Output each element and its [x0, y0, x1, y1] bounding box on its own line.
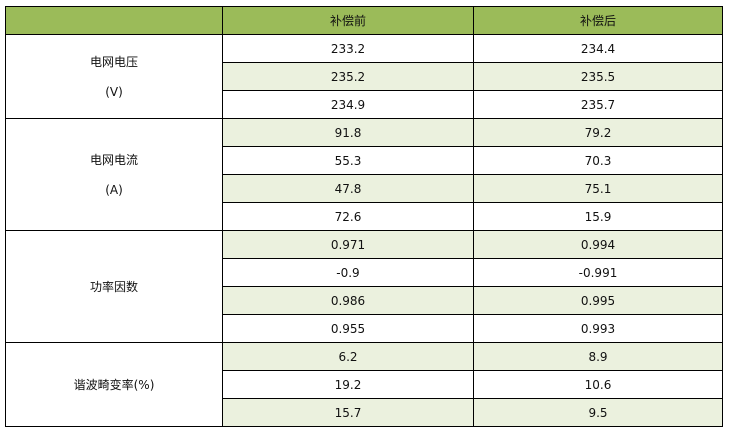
comparison-table: 补偿前 补偿后 电网电压 (V) 233.2 234.4 235.2 235.5 234.9… [5, 6, 723, 427]
group-unit: (V) [105, 84, 123, 99]
value-before: 55.3 [222, 146, 474, 175]
table-row: 功率因数 0.971 0.994 [5, 230, 723, 343]
table-row: 15.7 9.5 [6, 398, 723, 427]
value-after: 0.993 [473, 314, 723, 343]
table-row: 55.3 70.3 [6, 146, 723, 175]
table-row: 电网电流 (A) 91.8 79.2 [5, 118, 723, 231]
value-after: 15.9 [473, 202, 723, 231]
value-before: 234.9 [222, 90, 474, 119]
value-before: 235.2 [222, 62, 474, 91]
value-after: 9.5 [473, 398, 723, 427]
table-row: 235.2 235.5 [6, 62, 723, 91]
table-row: 谐波畸变率(%) 6.2 8.9 [5, 342, 723, 427]
group-label: 电网电压 [89, 54, 138, 69]
value-before: 233.2 [222, 34, 474, 63]
group-label: 功率因数 [89, 279, 138, 294]
value-before: 47.8 [222, 174, 474, 203]
table-row: -0.9 -0.991 [6, 258, 723, 287]
value-before: 0.971 [222, 230, 474, 259]
value-after: 10.6 [473, 370, 723, 399]
value-before: -0.9 [222, 258, 474, 287]
table-row: 19.2 10.6 [6, 370, 723, 399]
value-after: -0.991 [473, 258, 723, 287]
table-row: 234.9 235.7 [6, 90, 723, 119]
value-before: 15.7 [222, 398, 474, 427]
group-label: 电网电流 [89, 152, 138, 167]
value-before: 0.986 [222, 286, 474, 315]
group-label-cell: 电网电流 (A) [5, 118, 223, 231]
value-after: 0.994 [473, 230, 723, 259]
group-unit: (A) [105, 182, 123, 197]
value-after: 234.4 [473, 34, 723, 63]
value-before: 72.6 [222, 202, 474, 231]
header-after: 补偿后 [473, 6, 723, 35]
group-label-cell: 电网电压 (V) [5, 34, 223, 119]
value-after: 235.7 [473, 90, 723, 119]
group-label-cell: 功率因数 [5, 230, 223, 343]
header-empty [5, 6, 223, 35]
value-before: 6.2 [222, 342, 474, 371]
table-body: 电网电压 (V) 233.2 234.4 235.2 235.5 234.9 235.7 电网电… [5, 34, 723, 427]
table-row: 0.986 0.995 [6, 286, 723, 315]
value-after: 8.9 [473, 342, 723, 371]
value-after: 70.3 [473, 146, 723, 175]
value-after: 75.1 [473, 174, 723, 203]
group-label: 谐波畸变率(%) [73, 377, 155, 392]
group-label-cell: 谐波畸变率(%) [5, 342, 223, 427]
value-before: 0.955 [222, 314, 474, 343]
table-row: 电网电压 (V) 233.2 234.4 [5, 34, 723, 119]
table-row: 72.6 15.9 [6, 202, 723, 231]
value-before: 19.2 [222, 370, 474, 399]
table-row: 47.8 75.1 [6, 174, 723, 203]
value-after: 0.995 [473, 286, 723, 315]
header-before: 补偿前 [222, 6, 474, 35]
value-before: 91.8 [222, 118, 474, 147]
header-row: 补偿前 补偿后 [5, 6, 723, 35]
value-after: 79.2 [473, 118, 723, 147]
value-after: 235.5 [473, 62, 723, 91]
